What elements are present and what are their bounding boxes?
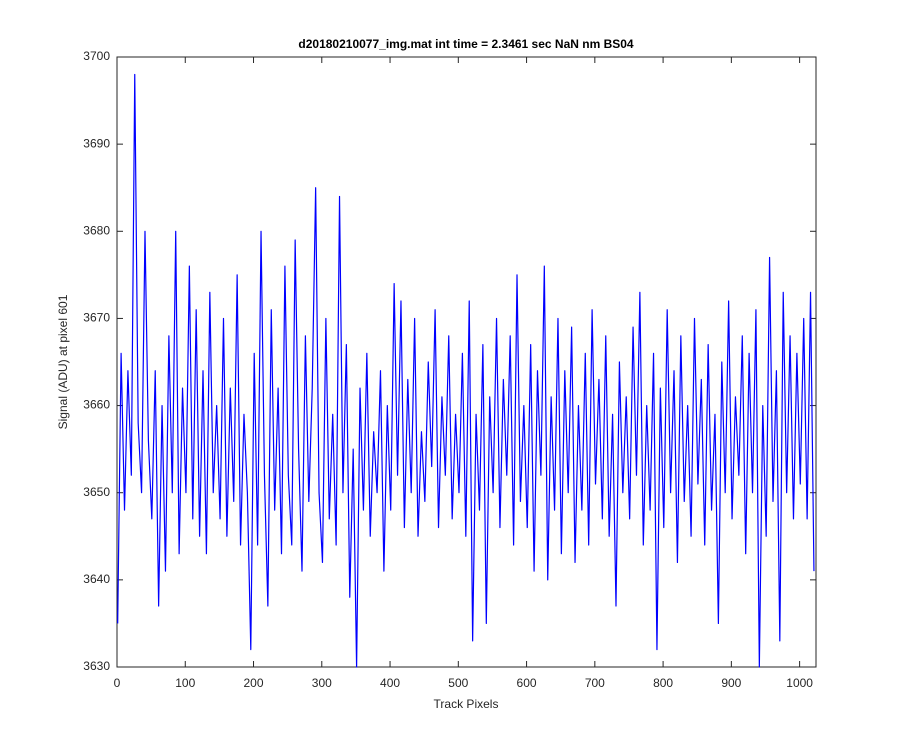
x-tick-label: 700	[585, 676, 605, 690]
x-tick-label: 400	[380, 676, 400, 690]
x-tick-label: 1000	[786, 676, 813, 690]
x-tick-label: 800	[653, 676, 673, 690]
y-tick-label: 3690	[83, 136, 110, 150]
x-tick-label: 100	[175, 676, 195, 690]
y-tick-label: 3650	[83, 485, 110, 499]
data-line	[117, 73, 815, 668]
x-tick-label: 500	[448, 676, 468, 690]
chart-title: d20180210077_img.mat int time = 2.3461 s…	[298, 37, 634, 51]
plot-frame	[116, 56, 817, 668]
x-tick-label: 600	[517, 676, 537, 690]
y-axis-label: Signal (ADU) at pixel 601	[56, 294, 70, 429]
y-tick-label: 3680	[83, 223, 110, 237]
y-tick-label: 3630	[83, 659, 110, 673]
y-tick-label: 3670	[83, 311, 110, 325]
x-tick-label: 0	[114, 676, 121, 690]
x-tick-label: 300	[312, 676, 332, 690]
x-tick-label: 900	[721, 676, 741, 690]
y-tick-label: 3640	[83, 572, 110, 586]
y-tick-label: 3700	[83, 49, 110, 63]
x-axis-label: Track Pixels	[434, 697, 499, 711]
y-tick-label: 3660	[83, 398, 110, 412]
x-tick-label: 200	[244, 676, 264, 690]
